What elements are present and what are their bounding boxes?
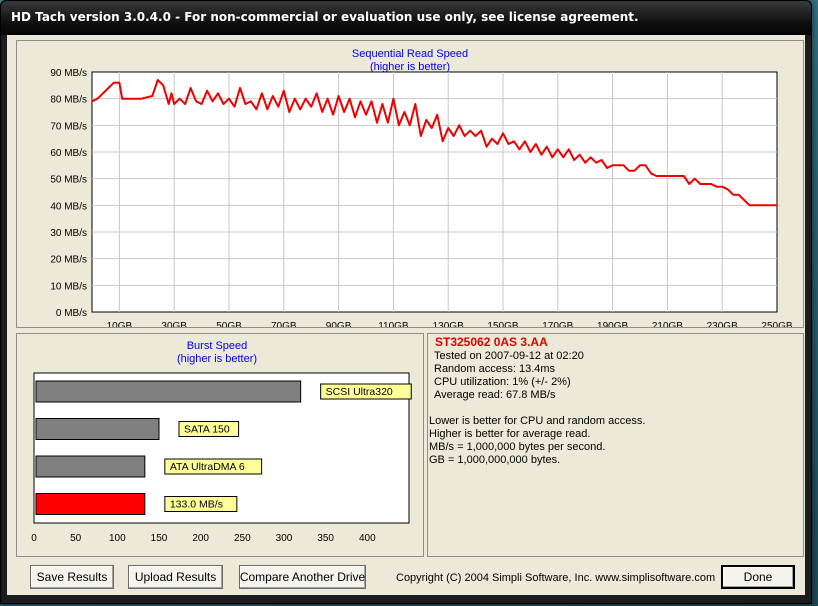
save-results-button[interactable]: Save Results <box>30 565 114 589</box>
x-tick-label: 90GB <box>326 321 352 327</box>
burst-title: Burst Speed <box>187 340 248 352</box>
burst-speed-chart: Burst Speed (higher is better) 0 50 100 150 20… <box>16 333 424 557</box>
note-higher-better: Higher is better for average read. <box>429 428 591 440</box>
burst-speed-svg: Burst Speed(higher is better) 0 50 100 150 20… <box>31 340 412 544</box>
note-lower-better: Lower is better for CPU and random acces… <box>429 415 646 427</box>
burst-bar-label: SATA 150 <box>184 424 230 436</box>
chart-title: Sequential Read Speed <box>352 48 468 60</box>
x-tick-label: 30GB <box>161 321 187 327</box>
burst-x-tick-label: 300 <box>276 533 293 544</box>
burst-bar <box>35 455 146 478</box>
sequential-read-chart: Sequential Read Speed (higher is better) 0… <box>16 40 804 332</box>
y-tick-label: 0 MB/s <box>56 308 87 319</box>
compare-drive-button[interactable]: Compare Another Drive <box>239 565 366 589</box>
x-tick-label: 10GB <box>107 321 133 327</box>
burst-bar-label: 133.0 MB/s <box>170 499 223 511</box>
client-area: Sequential Read Speed (higher is better) 0… <box>7 35 805 595</box>
burst-label-box <box>164 496 238 512</box>
burst-x-tick-label: 50 <box>70 533 82 544</box>
x-tick-label: 110GB <box>378 321 409 327</box>
y-tick-label: 90 MB/s <box>50 68 87 79</box>
drive-info-panel: ST325062 0AS 3.AA Tested on 2007-09-12 a… <box>427 333 804 557</box>
average-read: Average read: 67.8 MB/s <box>434 389 556 401</box>
x-tick-label: 250GB <box>761 321 792 327</box>
burst-label-box <box>164 458 263 475</box>
x-tick-label: 50GB <box>216 321 242 327</box>
upload-results-button[interactable]: Upload Results <box>128 565 223 589</box>
note-gb: GB = 1,000,000,000 bytes. <box>429 454 561 466</box>
burst-bar-label: ATA UltraDMA 6 <box>170 461 245 473</box>
x-tick-label: 210GB <box>652 321 683 327</box>
y-tick-label: 50 MB/s <box>50 175 87 186</box>
burst-x-tick-label: 400 <box>359 533 376 544</box>
title-bar[interactable]: HD Tach version 3.0.4.0 - For non-commer… <box>1 1 811 35</box>
window-title: HD Tach version 3.0.4.0 - For non-commer… <box>11 10 639 24</box>
x-tick-label: 190GB <box>597 321 628 327</box>
burst-x-tick-label: 100 <box>109 533 126 544</box>
x-tick-label: 150GB <box>487 321 518 327</box>
x-tick-label: 170GB <box>542 321 573 327</box>
y-tick-label: 30 MB/s <box>50 228 87 239</box>
chart-subtitle: (higher is better) <box>370 61 450 73</box>
sequential-read-svg: Sequential Read Speed(higher is better) 0… <box>50 48 793 332</box>
burst-label-box <box>178 421 240 437</box>
y-tick-label: 40 MB/s <box>50 201 87 212</box>
x-tick-label: 230GB <box>707 321 738 327</box>
burst-bar <box>35 418 160 440</box>
burst-x-tick-label: 200 <box>192 533 209 544</box>
done-button[interactable]: Done <box>721 565 795 589</box>
plot-area <box>91 71 778 313</box>
burst-x-tick-label: 0 <box>31 533 37 544</box>
x-tick-label: 70GB <box>271 321 297 327</box>
burst-bar <box>35 380 302 403</box>
burst-label-box <box>320 383 412 400</box>
y-tick-label: 70 MB/s <box>50 121 87 132</box>
burst-x-tick-label: 350 <box>317 533 334 544</box>
cpu-utilization: CPU utilization: 1% (+/- 2%) <box>434 376 571 388</box>
burst-bar-label: SCSI Ultra320 <box>326 386 393 398</box>
burst-x-tick-label: 150 <box>151 533 168 544</box>
y-tick-label: 80 MB/s <box>50 95 87 106</box>
note-mbps: MB/s = 1,000,000 bytes per second. <box>429 441 606 453</box>
random-access: Random access: 13.4ms <box>434 363 556 375</box>
burst-subtitle: (higher is better) <box>177 353 257 365</box>
drive-model: ST325062 0AS 3.AA <box>435 335 548 349</box>
tested-date: Tested on 2007-09-12 at 02:20 <box>434 350 584 362</box>
read-speed-line <box>91 79 777 207</box>
burst-bar <box>35 493 146 515</box>
y-tick-label: 20 MB/s <box>50 255 87 266</box>
y-tick-label: 10 MB/s <box>50 281 87 292</box>
x-tick-label: 130GB <box>433 321 464 327</box>
burst-x-tick-label: 250 <box>234 533 251 544</box>
copyright-text: Copyright (C) 2004 Simpli Software, Inc.… <box>396 572 716 584</box>
y-tick-label: 60 MB/s <box>50 148 87 159</box>
